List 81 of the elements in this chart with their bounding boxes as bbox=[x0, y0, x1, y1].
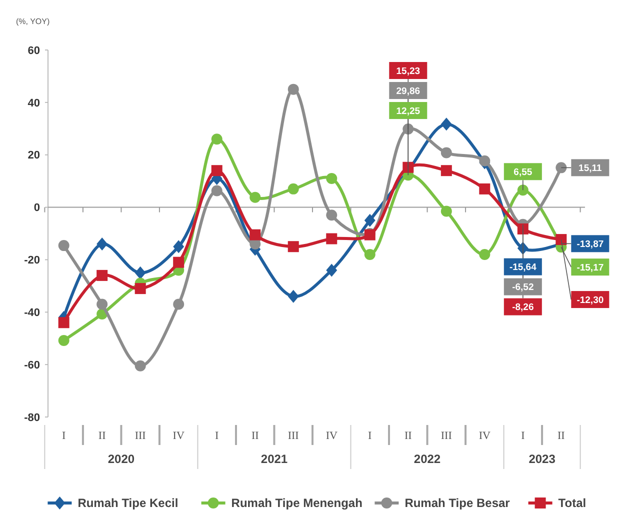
point bbox=[556, 162, 567, 174]
x-tick-label: II bbox=[251, 430, 260, 442]
legend-label: Rumah Tipe Kecil bbox=[78, 496, 178, 510]
point bbox=[211, 134, 222, 145]
y-tick-label: -20 bbox=[24, 254, 40, 267]
point bbox=[326, 210, 338, 221]
y-tick-label: 0 bbox=[34, 202, 40, 214]
point bbox=[440, 206, 452, 217]
x-tick-label: II bbox=[558, 430, 566, 442]
point bbox=[479, 183, 490, 194]
data-label: -12,30 bbox=[576, 294, 604, 306]
data-label: -13,87 bbox=[576, 238, 604, 250]
legend-label: Rumah Tipe Besar bbox=[404, 496, 510, 510]
x-tick-label: III bbox=[440, 430, 452, 442]
x-tick-label: II bbox=[98, 430, 106, 442]
text: 2020 bbox=[108, 452, 135, 466]
y-tick-label: 20 bbox=[28, 150, 40, 162]
data-label: 29,86 bbox=[396, 86, 420, 97]
x-tick-label: I bbox=[215, 430, 220, 442]
text: 2023 bbox=[528, 452, 556, 466]
point bbox=[440, 118, 452, 131]
point bbox=[96, 298, 108, 310]
point bbox=[556, 234, 567, 246]
point bbox=[58, 317, 70, 328]
point bbox=[402, 162, 414, 173]
point bbox=[211, 165, 222, 176]
point bbox=[134, 266, 146, 280]
data-label: -6,52 bbox=[512, 282, 534, 294]
point bbox=[517, 223, 528, 234]
point bbox=[517, 184, 528, 196]
point bbox=[326, 233, 338, 244]
y-tick-label: -80 bbox=[24, 412, 40, 424]
x-tick-label: IV bbox=[172, 430, 184, 442]
data-label: 12,25 bbox=[396, 106, 421, 117]
point bbox=[96, 237, 108, 250]
point bbox=[479, 155, 490, 166]
y-axis-title: (%, YOY) bbox=[16, 17, 50, 26]
point bbox=[58, 334, 70, 346]
point bbox=[326, 264, 338, 277]
x-tick-label: IV bbox=[478, 430, 491, 442]
point bbox=[173, 298, 184, 310]
x-tick-label: I bbox=[368, 430, 372, 442]
point bbox=[173, 240, 184, 254]
point bbox=[479, 248, 490, 260]
point bbox=[288, 241, 299, 252]
point bbox=[211, 185, 222, 196]
y-tick-label: 40 bbox=[28, 97, 40, 110]
legend-label: Total bbox=[558, 496, 586, 510]
point bbox=[440, 147, 452, 158]
x-tick-label: IV bbox=[326, 430, 338, 442]
point bbox=[58, 240, 70, 252]
point bbox=[134, 283, 146, 294]
point bbox=[250, 192, 261, 203]
x-tick-label: III bbox=[288, 430, 300, 442]
point bbox=[134, 360, 146, 372]
point bbox=[288, 84, 299, 95]
x-tick-label: I bbox=[521, 430, 526, 442]
text: 2021 bbox=[260, 452, 288, 466]
data-label: 6,55 bbox=[514, 166, 533, 178]
point bbox=[96, 270, 108, 281]
point bbox=[364, 214, 376, 227]
y-tick-label: -40 bbox=[24, 306, 40, 319]
x-tick-label: I bbox=[62, 430, 66, 442]
point bbox=[173, 256, 184, 268]
point bbox=[440, 165, 452, 176]
data-label: -8,26 bbox=[512, 302, 534, 314]
point bbox=[250, 229, 261, 240]
legend-label: Rumah Tipe Menengah bbox=[231, 496, 362, 510]
data-label: 15,23 bbox=[396, 66, 420, 77]
point bbox=[326, 172, 338, 184]
data-label: 15,11 bbox=[578, 163, 603, 174]
x-tick-label: II bbox=[404, 430, 412, 442]
y-tick-label: 60 bbox=[28, 44, 40, 57]
text: 2022 bbox=[414, 452, 441, 466]
point bbox=[288, 183, 299, 194]
x-tick-label: III bbox=[134, 430, 146, 442]
point bbox=[364, 248, 376, 260]
data-label: -15,64 bbox=[509, 262, 538, 274]
point bbox=[288, 290, 299, 303]
y-tick-label: -60 bbox=[24, 359, 40, 372]
data-label: -15,17 bbox=[576, 262, 604, 274]
